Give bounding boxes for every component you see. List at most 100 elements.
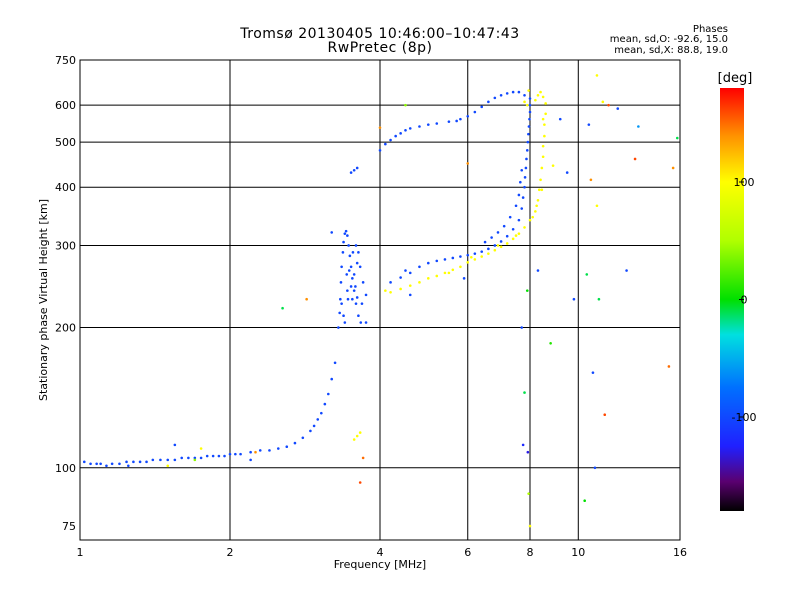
data-point xyxy=(89,462,92,466)
data-point xyxy=(459,265,462,269)
data-point xyxy=(625,269,628,272)
data-point xyxy=(667,365,671,368)
data-point xyxy=(480,105,484,109)
data-point xyxy=(418,125,421,128)
data-point xyxy=(505,92,509,95)
data-point xyxy=(521,443,525,447)
data-point xyxy=(211,454,215,458)
data-point xyxy=(466,253,470,257)
data-point xyxy=(539,90,542,94)
y-tick-label: 75 xyxy=(62,520,76,533)
data-point xyxy=(583,499,586,503)
grid-layer xyxy=(80,60,680,540)
phases-heading: Phases xyxy=(692,24,728,35)
data-point xyxy=(223,454,226,458)
data-point xyxy=(293,441,297,445)
data-point xyxy=(536,93,540,97)
data-point xyxy=(543,134,546,138)
data-point xyxy=(541,117,545,121)
data-point xyxy=(316,418,320,421)
data-point xyxy=(447,271,451,275)
data-point xyxy=(637,125,640,128)
data-point xyxy=(528,524,532,528)
data-point xyxy=(360,302,364,305)
data-point xyxy=(536,269,540,272)
data-point xyxy=(595,204,599,208)
data-point xyxy=(527,89,530,92)
x-tick-label: 2 xyxy=(227,546,234,559)
data-point xyxy=(358,481,362,484)
data-point xyxy=(301,436,305,440)
data-point xyxy=(166,458,170,462)
data-point xyxy=(517,90,521,94)
data-point xyxy=(357,314,360,318)
data-point xyxy=(520,207,524,210)
data-point xyxy=(352,438,356,441)
data-point xyxy=(537,188,541,192)
data-point xyxy=(572,297,576,301)
data-point xyxy=(607,103,610,107)
data-point xyxy=(535,204,538,208)
data-point xyxy=(528,97,532,100)
data-point xyxy=(394,134,397,138)
data-point xyxy=(399,276,402,279)
data-point xyxy=(514,234,518,237)
data-point xyxy=(344,229,348,233)
data-point xyxy=(340,265,343,269)
phase-stat-x: mean, sd,X: 88.8, 19.0 xyxy=(614,45,728,56)
axis-ticks: 1 2 4 6 8 10 16 75 100 200 300 400 500 600 750 xyxy=(55,54,687,559)
chart-subtitle: RwPretec (8p) xyxy=(327,40,433,56)
data-point xyxy=(517,193,521,197)
data-point xyxy=(466,261,470,264)
data-point xyxy=(539,178,542,182)
data-point xyxy=(528,218,532,222)
data-point xyxy=(166,464,170,468)
data-point xyxy=(551,164,555,167)
data-point xyxy=(339,297,342,301)
data-point xyxy=(527,132,530,136)
data-point xyxy=(455,119,458,123)
data-point xyxy=(343,232,347,235)
x-tick-label: 10 xyxy=(571,546,585,559)
data-point xyxy=(616,107,620,110)
data-point xyxy=(234,452,237,456)
data-point xyxy=(351,251,355,254)
data-point xyxy=(525,103,529,107)
data-point xyxy=(443,271,447,275)
data-point xyxy=(525,149,529,152)
colorbar-unit-label: [deg] xyxy=(717,71,753,86)
data-point xyxy=(487,247,490,251)
data-point xyxy=(357,251,360,254)
data-point xyxy=(355,296,359,299)
x-axis-label: Frequency [MHz] xyxy=(334,558,426,571)
x-tick-label: 1 xyxy=(77,546,84,559)
data-point xyxy=(339,281,343,284)
x-tick-label: 16 xyxy=(673,546,687,559)
data-point xyxy=(320,411,323,415)
data-point xyxy=(505,242,509,245)
data-point xyxy=(404,269,407,272)
data-point xyxy=(531,215,534,219)
data-point xyxy=(126,464,130,468)
data-point xyxy=(354,285,357,288)
data-point xyxy=(523,176,527,179)
data-point xyxy=(447,120,451,123)
data-point xyxy=(593,466,597,470)
data-point xyxy=(466,114,470,118)
data-point xyxy=(418,265,421,269)
data-point xyxy=(249,450,252,454)
data-point xyxy=(524,166,528,170)
y-axis-label: Stationary phase Virtual Height [km] xyxy=(37,199,50,401)
data-point xyxy=(352,273,356,276)
data-point xyxy=(399,287,402,291)
data-point xyxy=(254,450,257,454)
data-point xyxy=(595,74,599,77)
data-point xyxy=(435,122,439,125)
data-point xyxy=(549,341,552,345)
data-point xyxy=(527,125,531,128)
data-point xyxy=(343,321,347,324)
x-tick-label: 4 xyxy=(377,546,384,559)
data-point xyxy=(358,431,362,434)
data-point xyxy=(541,95,545,99)
data-point xyxy=(470,255,473,259)
